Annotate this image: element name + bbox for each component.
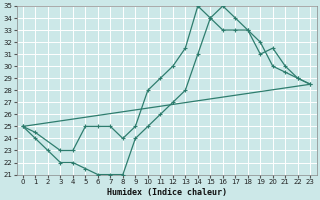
- X-axis label: Humidex (Indice chaleur): Humidex (Indice chaleur): [107, 188, 227, 197]
